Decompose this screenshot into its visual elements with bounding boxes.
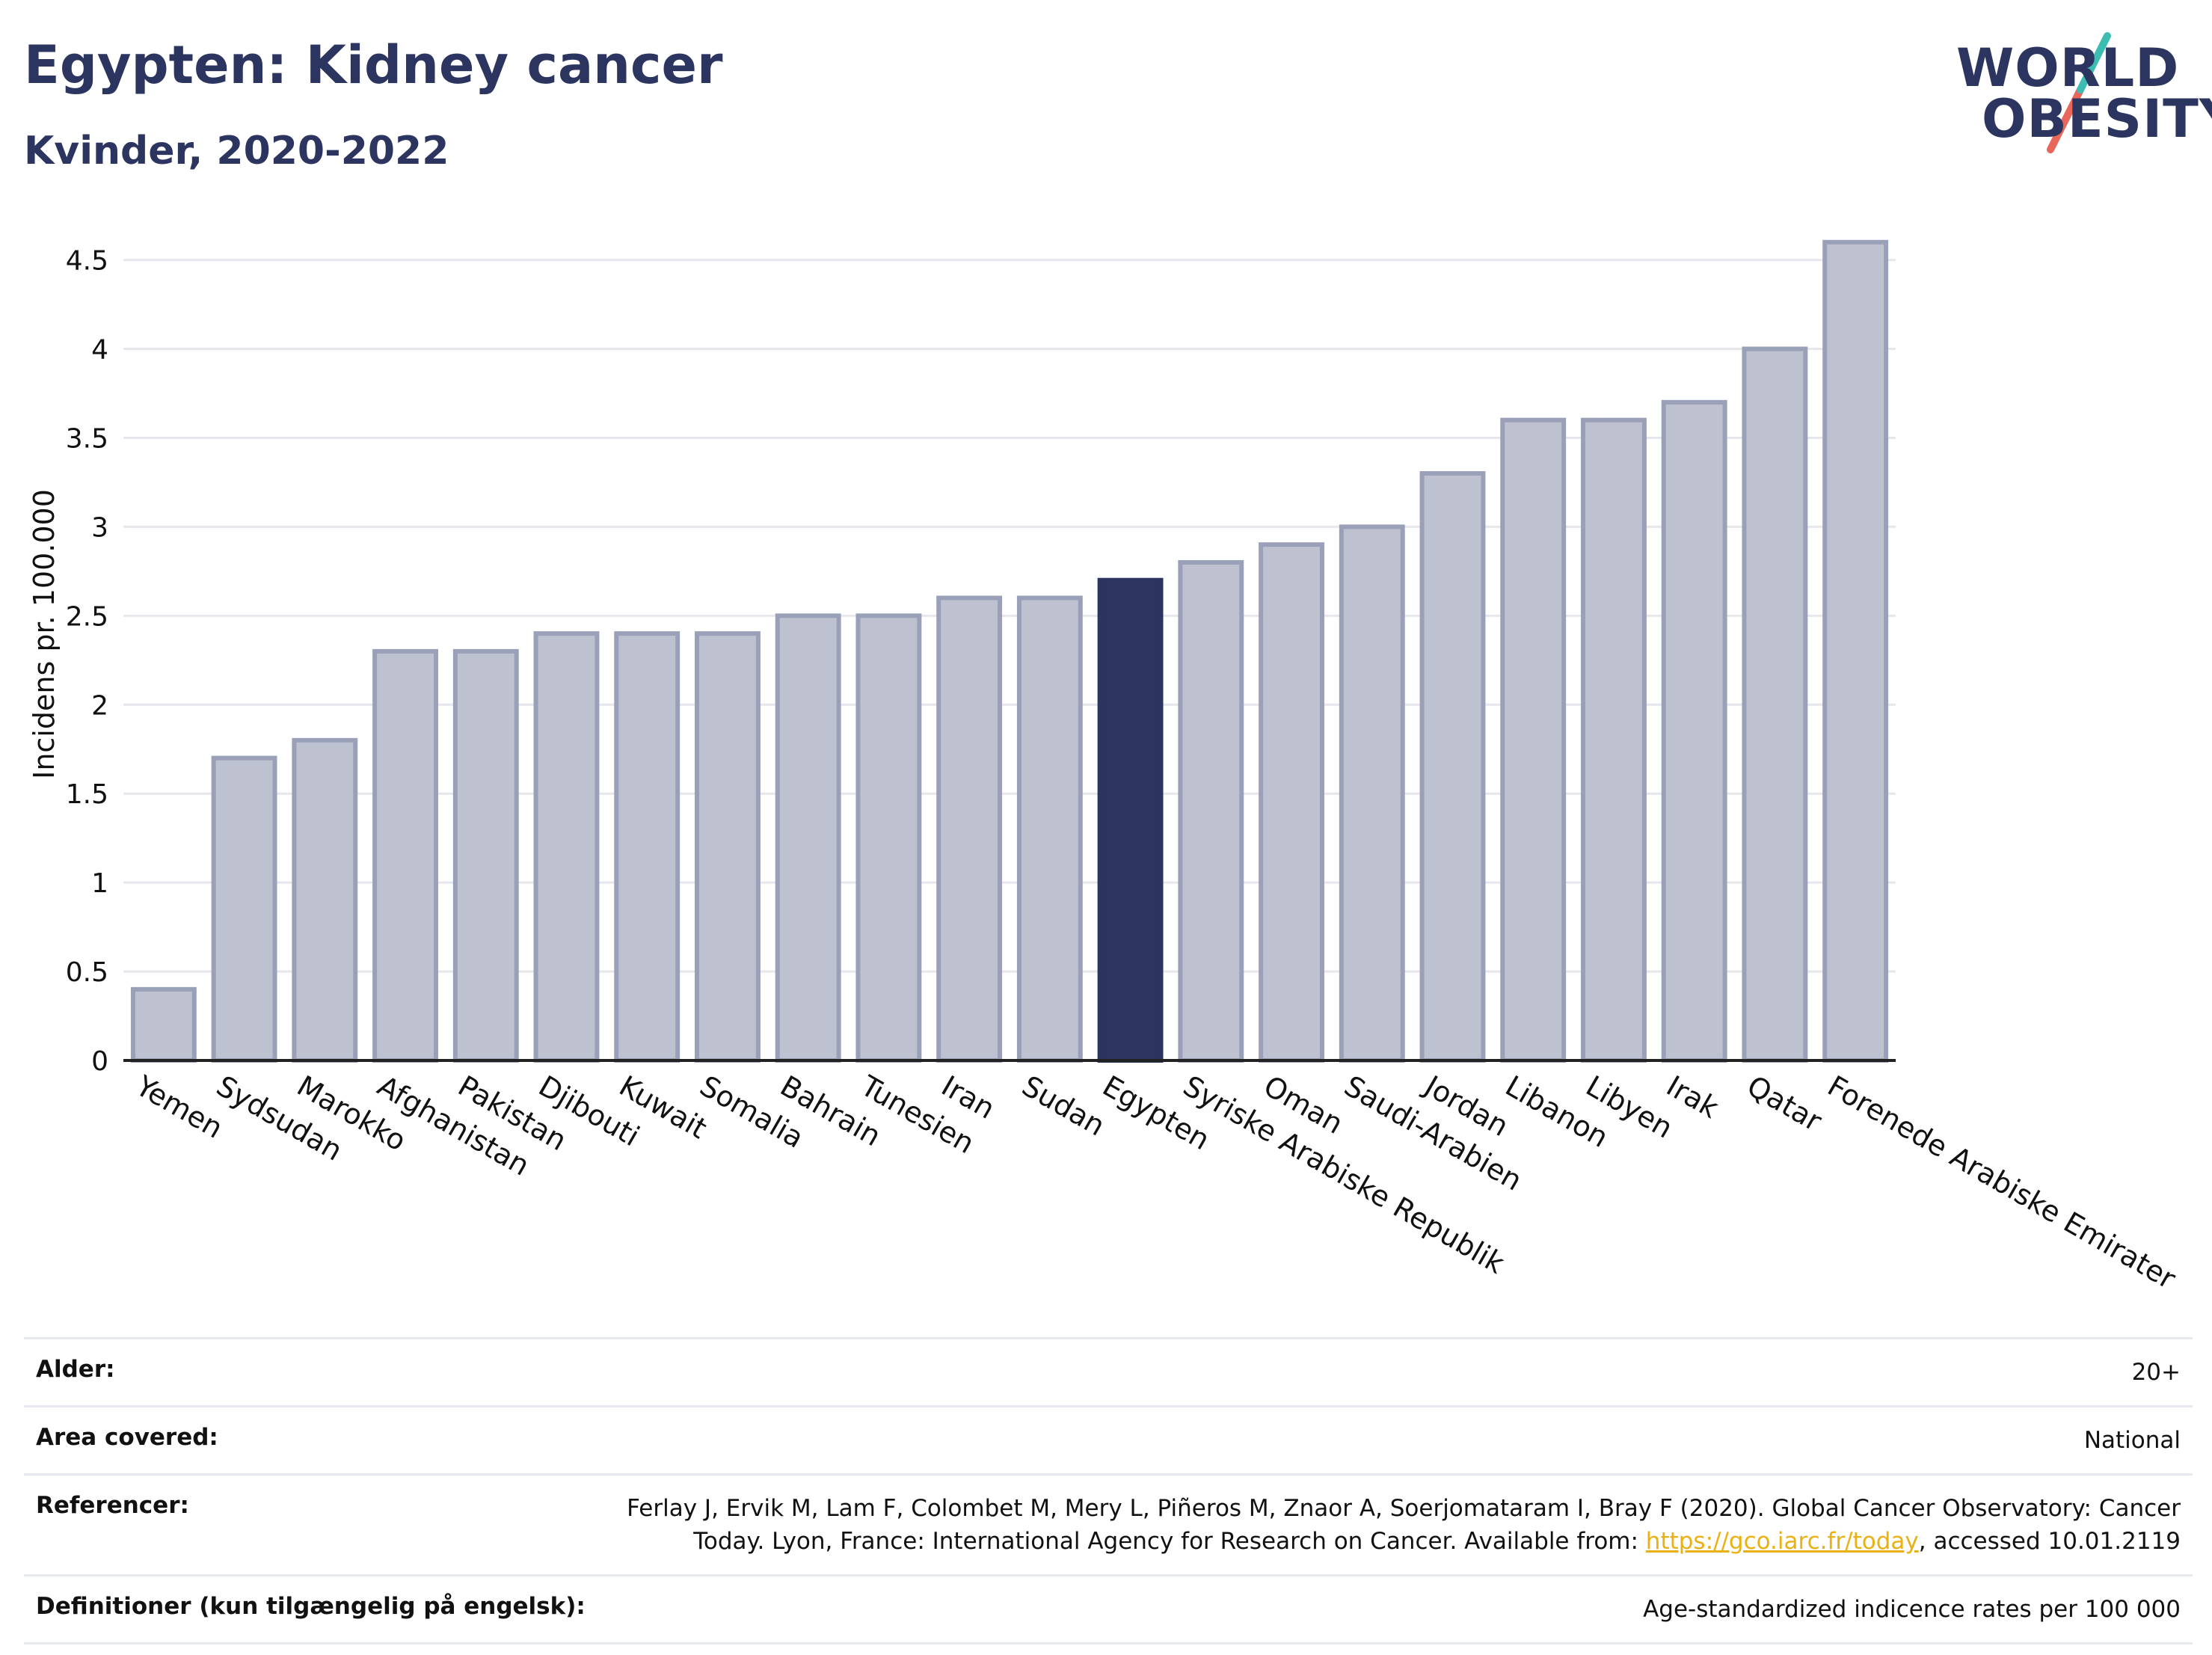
meta-row-references: Referencer: Ferlay J, Ervik M, Lam F, Co… — [24, 1473, 2193, 1574]
bar — [1661, 399, 1727, 1063]
bars — [130, 239, 1889, 1063]
y-tick-label: 0 — [91, 1046, 108, 1077]
y-tick-label: 1.5 — [66, 779, 108, 810]
reference-line-1: Ferlay J, Ervik M, Lam F, Colombet M, Me… — [627, 1495, 2181, 1522]
y-tick-label: 2 — [91, 690, 108, 721]
y-tick-label: 2.5 — [66, 601, 108, 632]
reference-link[interactable]: https://gco.iarc.fr/today — [1645, 1528, 1919, 1555]
bar-highlighted — [1097, 577, 1164, 1063]
x-tick-label: Forenede Arabiske Emirater — [1822, 1069, 2181, 1296]
x-tick-label: Qatar — [1742, 1069, 1828, 1138]
bar — [292, 737, 358, 1063]
bar — [695, 631, 761, 1063]
bar — [452, 648, 519, 1063]
meta-label-definitions: Definitioner (kun tilgængelig på engelsk… — [36, 1593, 586, 1620]
y-tick-label: 4.5 — [66, 246, 108, 277]
x-tick-label: Yemen — [129, 1069, 228, 1145]
meta-value-age: 20+ — [2131, 1359, 2181, 1386]
bar — [1016, 595, 1083, 1063]
meta-row-definitions: Definitioner (kun tilgængelig på engelsk… — [24, 1574, 2193, 1645]
x-tick-label: Sudan — [1016, 1069, 1110, 1143]
meta-value-references: Ferlay J, Ervik M, Lam F, Colombet M, Me… — [627, 1492, 2181, 1558]
reference-line-2-post: , accessed 10.01.2119 — [1918, 1528, 2181, 1555]
bar — [1259, 542, 1324, 1063]
logo-text-obesity: OBESITY — [1982, 88, 2212, 150]
y-tick-label: 1 — [91, 868, 108, 899]
bar — [614, 631, 681, 1063]
y-tick-label: 3.5 — [66, 423, 108, 454]
meta-row-age: Alder: 20+ — [24, 1337, 2193, 1405]
meta-value-area: National — [2083, 1427, 2181, 1454]
bar — [936, 595, 1003, 1063]
bar — [775, 613, 841, 1063]
bar — [855, 613, 922, 1063]
metadata-table: Alder: 20+ Area covered: National Refere… — [24, 1337, 2193, 1645]
bar — [372, 648, 438, 1063]
bar — [130, 986, 197, 1063]
meta-value-definitions: Age-standardized indicence rates per 100… — [1643, 1596, 2181, 1623]
page-subtitle: Kvinder, 2020-2022 — [24, 129, 449, 174]
bar — [1581, 417, 1647, 1063]
y-tick-label: 4 — [91, 335, 108, 366]
meta-label-references: Referencer: — [36, 1492, 189, 1519]
bar — [1419, 471, 1486, 1063]
meta-label-area: Area covered: — [36, 1424, 218, 1451]
logo-text-world: WORLD — [1956, 37, 2180, 99]
world-obesity-logo: WORLD OBESITY — [1952, 22, 2212, 157]
page-title: Egypten: Kidney cancer — [24, 34, 723, 96]
bar — [1742, 346, 1808, 1063]
bar — [211, 755, 277, 1063]
bar — [1339, 524, 1405, 1063]
reference-line-2-pre: Today. Lyon, France: International Agenc… — [693, 1528, 1646, 1555]
bar — [1500, 417, 1567, 1063]
meta-label-age: Alder: — [36, 1356, 115, 1383]
y-tick-label: 0.5 — [66, 957, 108, 988]
logo-slash-icon — [2047, 32, 2111, 153]
bar — [1178, 559, 1244, 1063]
meta-row-area: Area covered: National — [24, 1405, 2193, 1473]
bar-chart: 00.511.522.533.544.5YemenSydsudanMarokko… — [28, 239, 2181, 1296]
bar — [533, 631, 600, 1063]
y-axis-label: Incidens pr. 100.000 — [28, 489, 61, 779]
bar — [1822, 239, 1889, 1063]
y-tick-label: 3 — [91, 512, 108, 543]
